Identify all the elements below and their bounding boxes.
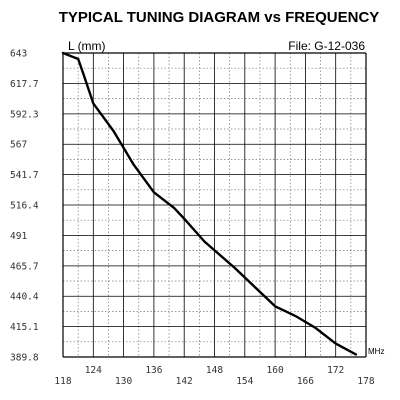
chart-title: TYPICAL TUNING DIAGRAM vs FREQUENCY	[59, 9, 380, 26]
y-axis-label: L (mm)	[68, 39, 106, 53]
y-tick-label: 491	[10, 231, 27, 242]
y-tick-label: 617.7	[10, 79, 39, 90]
x-tick-label: 148	[206, 365, 223, 376]
tick-labels: 389.8 415.1 440.4 465.7 491 516.4 541.7 567 592.…	[10, 49, 375, 388]
x-tick-label: 172	[327, 365, 344, 376]
x-tick-label: 130	[115, 376, 132, 387]
y-tick-label: 465.7	[10, 261, 39, 272]
y-tick-label: 643	[10, 49, 27, 60]
y-tick-label: 592.3	[10, 109, 39, 120]
tuning-curve	[61, 51, 358, 356]
y-tick-label: 516.4	[10, 201, 39, 212]
x-unit-label: MHz	[368, 347, 384, 356]
x-tick-label: 142	[176, 376, 193, 387]
x-tick-label: 136	[145, 365, 162, 376]
y-tick-label: 415.1	[10, 322, 39, 333]
y-tick-label: 541.7	[10, 170, 39, 181]
x-tick-label: 160	[267, 365, 284, 376]
y-tick-label: 567	[10, 140, 27, 151]
x-tick-label: 118	[54, 376, 71, 387]
y-tick-label: 389.8	[10, 353, 39, 364]
x-tick-label: 124	[85, 365, 102, 376]
x-tick-label: 154	[236, 376, 253, 387]
x-tick-label: 166	[297, 376, 314, 387]
y-tick-label: 440.4	[10, 292, 39, 303]
file-label: File: G-12-036	[288, 39, 365, 53]
curve-layer	[61, 51, 358, 356]
plot-grid	[62, 52, 367, 358]
x-tick-label: 178	[357, 376, 374, 387]
